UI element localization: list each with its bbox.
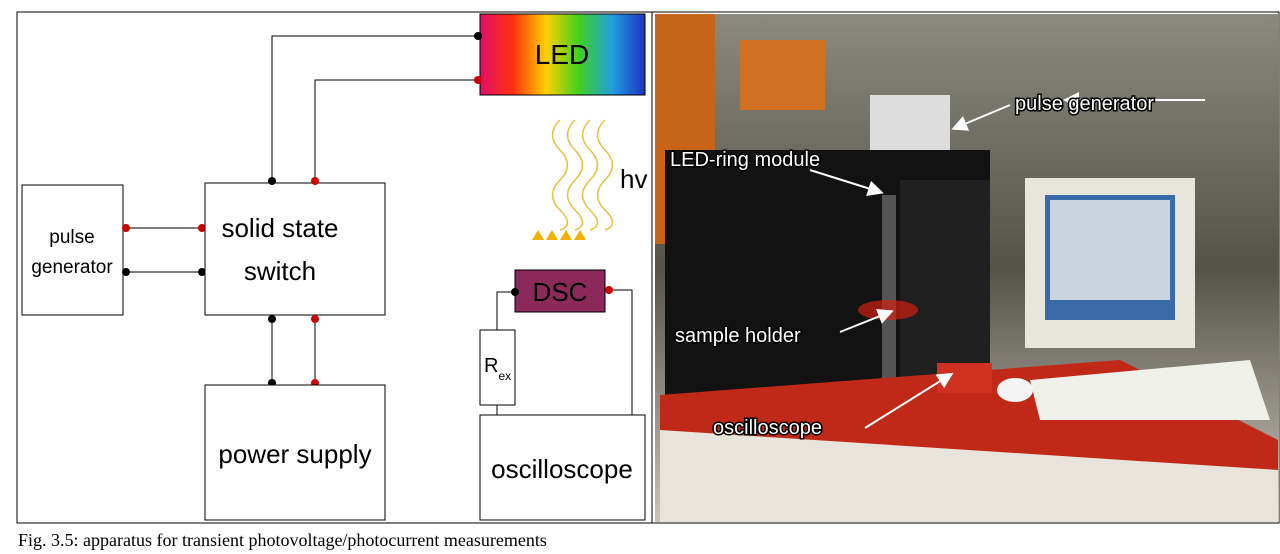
switch-label: solid state [221, 213, 338, 243]
switch-label: switch [244, 256, 316, 286]
pulse-generator-label: generator [31, 257, 113, 278]
led-label: LED [535, 39, 589, 70]
pulse-generator-label: pulse [49, 227, 94, 248]
light-waves [553, 120, 613, 230]
page: LED hv pulse generator solid state switc… [0, 0, 1280, 554]
photo-label: pulse generator [1015, 93, 1154, 115]
pulse-generator-box [22, 185, 123, 315]
switch-box [205, 183, 385, 315]
photo-label: sample holder [675, 325, 801, 347]
power-supply-label: power supply [218, 439, 371, 469]
figure: LED hv pulse generator solid state switc… [0, 0, 1280, 554]
oscilloscope-label: oscilloscope [491, 454, 633, 484]
photo-label: oscilloscope [713, 417, 822, 439]
caption: Fig. 3.5: apparatus for transient photov… [18, 530, 547, 550]
hv-label: hv [620, 164, 647, 194]
diagram: LED hv pulse generator solid state switc… [22, 14, 647, 520]
dsc-label: DSC [533, 277, 588, 307]
photo-label: LED-ring module [670, 149, 820, 171]
photo: pulse generator LED-ring module sample h… [655, 14, 1279, 522]
